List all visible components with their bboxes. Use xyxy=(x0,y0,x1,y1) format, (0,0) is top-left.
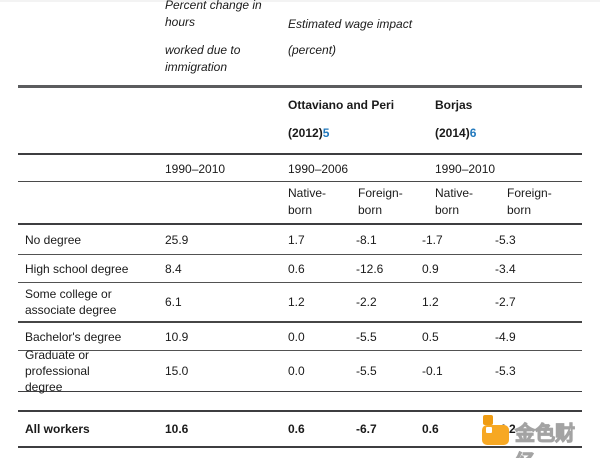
row-label: Some college or associate degree xyxy=(25,287,117,317)
table-row-high-school: High school degree 8.4 0.6 -12.6 0.9 -3.… xyxy=(18,255,582,283)
wage-value: -5.5 xyxy=(356,329,377,344)
watermark-brand-text: 金色财经 xyxy=(515,423,576,458)
hours-title-line: Percent change in xyxy=(165,0,262,12)
jinse-finance-logo-icon xyxy=(482,413,512,446)
wage-value: 1.7 xyxy=(288,232,305,247)
hours-value: 6.1 xyxy=(165,295,182,309)
table-row-graduate: Graduate or professional degree 15.0 0.0… xyxy=(18,348,582,394)
table-row-all-workers: All workers 10.6 0.6 -6.7 0.6 -4.2 xyxy=(18,412,582,448)
hours-value: 25.9 xyxy=(165,232,189,247)
wage-value: 0.9 xyxy=(422,261,439,276)
wage-value: -8.1 xyxy=(356,232,377,247)
study-borjas: Borjas (2014)6 xyxy=(435,97,476,142)
hours-title-line: worked due to xyxy=(165,43,241,57)
subcol-native-born: Native-born xyxy=(288,186,327,217)
study-year: (2014)6 xyxy=(435,126,477,140)
wage-value: -1.7 xyxy=(422,232,443,247)
hours-title-line: immigration xyxy=(165,60,228,74)
hours-column-title: Percent change in hours worked due to im… xyxy=(165,0,262,76)
borjas-period: 1990–2010 xyxy=(435,162,496,176)
wage-value: -6.7 xyxy=(356,422,377,436)
subcol-foreign-born: Foreign-born xyxy=(358,186,403,217)
wage-value: -5.3 xyxy=(495,364,516,378)
wage-title-line: (percent) xyxy=(288,43,337,57)
hours-value: 10.6 xyxy=(165,422,189,436)
table-title-row: Percent change in hours worked due to im… xyxy=(18,0,582,88)
footnote-link-6[interactable]: 6 xyxy=(469,126,477,140)
subcol-native-born: Native-born xyxy=(435,186,474,217)
watermark: 金色财经 xyxy=(482,413,592,458)
wage-title-line: Estimated wage impact xyxy=(288,17,413,31)
hours-value: 15.0 xyxy=(165,364,189,378)
hours-period: 1990–2010 xyxy=(165,162,226,176)
hours-value: 10.9 xyxy=(165,329,189,344)
wage-value: -12.6 xyxy=(356,261,384,276)
row-label: No degree xyxy=(25,232,82,247)
study-year: (2012)5 xyxy=(288,126,330,140)
wage-value: 0.5 xyxy=(422,329,439,344)
wage-impact-table: Percent change in hours worked due to im… xyxy=(18,0,582,448)
wage-value: -2.2 xyxy=(356,295,377,309)
wage-value: 0.0 xyxy=(288,329,305,344)
wage-value: -5.5 xyxy=(356,364,377,378)
subcolumn-header-row: Native-born Foreign-born Native-born For… xyxy=(18,182,582,225)
row-label: High school degree xyxy=(25,261,129,276)
period-row: 1990–2010 1990–2006 1990–2010 xyxy=(18,155,582,182)
wage-value: 1.2 xyxy=(288,295,305,309)
row-label: Graduate or professional degree xyxy=(25,348,90,394)
row-label: All workers xyxy=(25,422,90,436)
wage-value: -0.1 xyxy=(422,364,443,378)
top-edge-artifact xyxy=(0,0,600,2)
study-name: Borjas xyxy=(435,98,473,112)
footnote-link-5[interactable]: 5 xyxy=(322,126,330,140)
ottaviano-peri-period: 1990–2006 xyxy=(288,162,349,176)
wage-value: 1.2 xyxy=(422,295,439,309)
hours-title-line: hours xyxy=(165,15,196,29)
study-name: Ottaviano and Peri xyxy=(288,98,395,112)
row-label: Bachelor's degree xyxy=(25,329,122,344)
wage-value: -2.7 xyxy=(495,295,516,309)
wage-column-title: Estimated wage impact (percent) xyxy=(288,16,412,59)
spacer-row xyxy=(18,392,582,412)
wage-value: 0.0 xyxy=(288,364,305,378)
study-header-row: Ottaviano and Peri (2012)5 Borjas (2014)… xyxy=(18,88,582,155)
study-ottaviano-peri: Ottaviano and Peri (2012)5 xyxy=(288,97,394,142)
wage-value: 0.6 xyxy=(288,261,305,276)
table-row-no-degree: No degree 25.9 1.7 -8.1 -1.7 -5.3 xyxy=(18,225,582,255)
subcol-foreign-born: Foreign-born xyxy=(507,186,552,217)
table-row-some-college: Some college or associate degree 6.1 1.2… xyxy=(18,283,582,323)
wage-value: 0.6 xyxy=(422,422,439,436)
wage-value: -3.4 xyxy=(495,261,516,276)
wage-value: 0.6 xyxy=(288,422,305,436)
wage-value: -5.3 xyxy=(495,232,516,247)
hours-value: 8.4 xyxy=(165,261,182,276)
table-row-bachelors: Bachelor's degree 10.9 0.0 -5.5 0.5 -4.9 xyxy=(18,323,582,351)
wage-value: -4.9 xyxy=(495,329,516,344)
